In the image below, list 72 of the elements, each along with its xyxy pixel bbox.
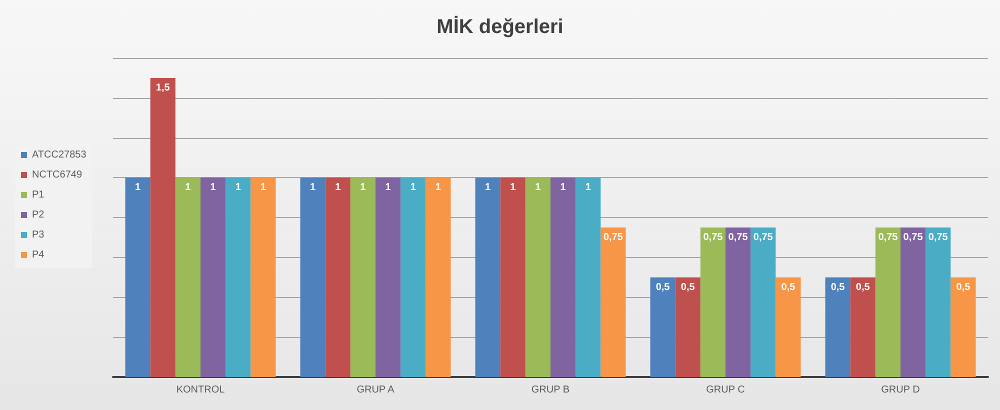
data-label: 0,5 [830,282,846,293]
bar [325,178,350,377]
bar [900,227,926,377]
data-label: 1 [235,182,242,194]
bar [400,178,426,377]
legend-label: NCTC6749 [32,170,82,180]
data-label: 0,75 [928,232,948,243]
data-label: 1 [560,182,566,194]
bar [750,227,776,377]
data-label: 0,5 [781,282,796,293]
bar [150,78,176,377]
bar [926,227,951,377]
bar [576,178,601,377]
data-label: 1,5 [156,82,170,94]
data-label: 1 [485,182,492,194]
bar [550,178,576,377]
bar [650,277,676,377]
data-label: 1 [435,182,442,194]
legend-label: P3 [32,230,45,240]
bar [825,277,850,377]
bar [850,277,876,377]
bar [376,178,401,377]
bar [175,178,200,377]
legend-label: ATCC27853 [32,150,87,160]
data-label: 0,75 [728,232,748,243]
legend-label: P2 [32,210,45,220]
data-label: 1 [360,182,366,194]
bar [600,227,626,377]
bar [200,178,226,377]
x-tick-label: GRUP B [531,384,570,396]
bar [300,178,326,377]
data-label: 0,75 [603,232,624,243]
bar [875,227,900,377]
data-label: 0,75 [703,232,724,243]
legend-label: P4 [32,250,45,260]
bar [700,227,726,377]
data-label: 0,5 [856,282,870,293]
x-tick-label: KONTROL [176,384,226,396]
data-label: 1 [585,182,592,194]
data-label: 1 [385,182,392,194]
data-label: 0,5 [680,282,696,293]
data-label: 0,75 [903,232,924,243]
bar [525,178,550,377]
bar [726,227,751,377]
data-label: 1 [185,182,192,194]
data-label: 0,5 [956,282,971,293]
data-label: 0,5 [656,282,670,293]
bar [675,277,700,377]
data-label: 1 [310,182,316,194]
legend-label: P1 [32,190,45,200]
chart-title: MİK değerleri [436,15,564,38]
x-tick-label: GRUP D [881,384,920,396]
bar [776,277,801,377]
data-label: 1 [335,182,342,194]
data-label: 0,75 [878,232,898,243]
data-label: 1 [210,182,216,194]
data-label: 1 [535,182,542,194]
bar [250,178,276,377]
x-tick-label: GRUP C [706,384,745,396]
bar [226,178,251,377]
bar [125,178,150,377]
data-label: 1 [135,182,142,194]
bar [350,178,376,377]
data-label: 1 [510,182,516,194]
bar [426,178,451,377]
data-label: 1 [260,182,266,194]
data-label: 0,75 [753,232,774,243]
x-tick-label: GRUP A [356,384,395,396]
bar [500,178,526,377]
bar [475,178,500,377]
data-label: 1 [410,182,416,194]
bar [950,277,976,377]
